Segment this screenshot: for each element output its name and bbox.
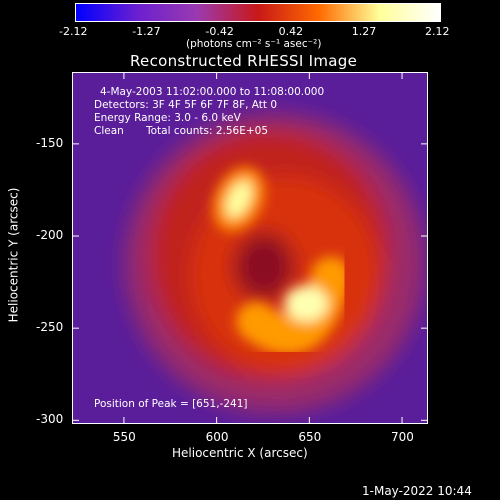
heatmap-plot xyxy=(72,72,428,424)
colorbar-tick-label: 2.12 xyxy=(425,25,450,38)
colorbar-tick-label: -0.42 xyxy=(205,25,234,38)
colorbar-tick-label: -2.12 xyxy=(59,25,88,38)
heatmap-sources xyxy=(212,166,352,355)
y-tick-label: -200 xyxy=(36,228,64,243)
annotation-detectors: Detectors: 3F 4F 5F 6F 7F 8F, Att 0 xyxy=(94,99,278,111)
y-axis-label: Heliocentric Y (arcsec) xyxy=(6,187,21,323)
y-tick-label: -150 xyxy=(36,135,64,150)
colorbar-tick-label: 0.42 xyxy=(278,25,304,38)
chart-title: Reconstructed RHESSI Image xyxy=(130,52,358,70)
source-south-arc xyxy=(236,256,352,355)
y-ticks xyxy=(72,143,428,421)
colorbar-tick-label: -1.27 xyxy=(132,25,161,38)
x-tick-label: 700 xyxy=(391,430,414,444)
emission-dip xyxy=(233,232,294,301)
colorbar xyxy=(75,3,441,22)
colorbar-tick-label: 1.27 xyxy=(351,25,377,38)
x-ticks xyxy=(123,72,403,424)
source-south-core xyxy=(284,285,329,322)
x-axis-label: Heliocentric X (arcsec) xyxy=(172,446,308,460)
colorbar-unit-label: (photons cm⁻² s⁻¹ asec⁻²) xyxy=(186,38,322,50)
x-tick-label: 600 xyxy=(205,430,229,444)
heatmap-emission xyxy=(125,113,426,414)
source-north-core xyxy=(225,180,252,218)
plot-border xyxy=(72,72,428,424)
y-tick-label: -250 xyxy=(36,320,64,335)
x-tick-label: 650 xyxy=(298,430,322,444)
datestamp: 1-May-2022 10:44 xyxy=(362,484,472,498)
annotation-counts: Total counts: 2.56E+05 xyxy=(146,125,269,137)
annotation-time-range: 4-May-2003 11:02:00.000 to 11:08:00.000 xyxy=(100,86,325,98)
x-tick-label: 550 xyxy=(112,430,136,444)
annotation-method: Clean xyxy=(94,125,124,137)
y-tick-label: -300 xyxy=(36,412,64,427)
annotation-energy: Energy Range: 3.0 - 6.0 keV xyxy=(94,112,241,124)
annotation-peak: Position of Peak = [651,-241] xyxy=(94,398,248,410)
